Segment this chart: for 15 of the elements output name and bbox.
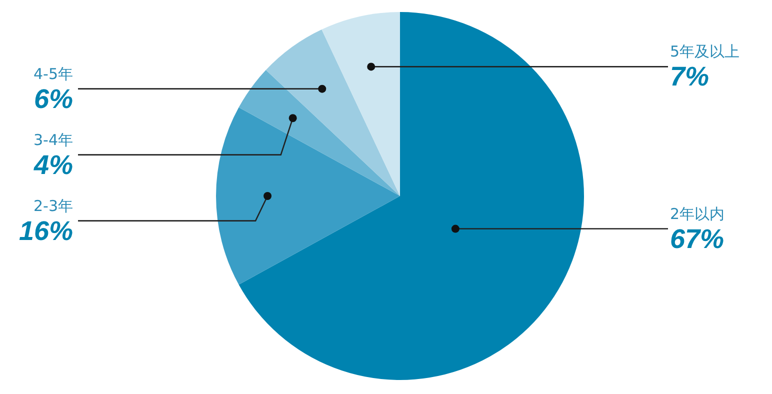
pie-slice bbox=[238, 70, 400, 196]
slice-label: 2年以内 bbox=[670, 204, 725, 223]
pie-slice bbox=[266, 30, 400, 196]
data-label: 16% bbox=[18, 216, 73, 246]
slice-label: 3-4年 bbox=[34, 130, 73, 149]
data-label: 4% bbox=[32, 150, 73, 180]
slice-label: 4-5年 bbox=[34, 64, 73, 83]
data-label: 7% bbox=[670, 62, 710, 92]
pie-slice bbox=[322, 12, 400, 196]
slice-label: 2-3年 bbox=[34, 196, 73, 215]
slice-label: 5年及以上 bbox=[670, 42, 740, 61]
data-label: 67% bbox=[670, 224, 724, 254]
data-label: 6% bbox=[34, 84, 73, 114]
pie-slice bbox=[216, 107, 400, 285]
pie-slice bbox=[238, 12, 584, 380]
